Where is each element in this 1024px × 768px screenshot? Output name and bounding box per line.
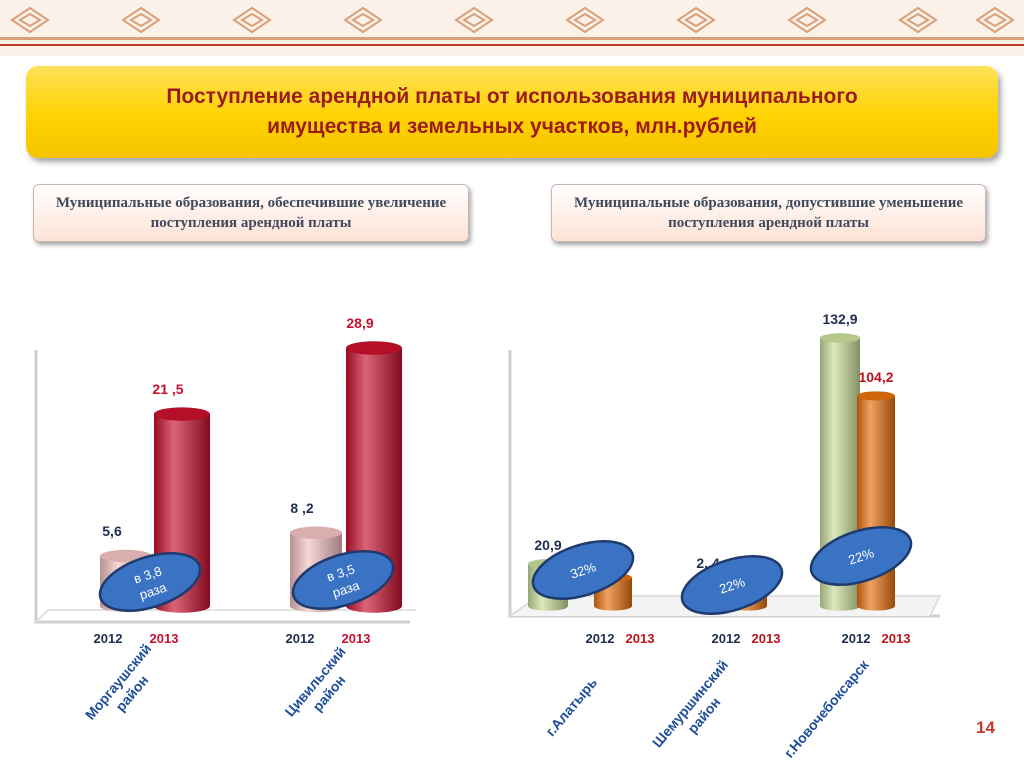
subtitle-right: Муниципальные образования, допустившие у… <box>573 195 964 231</box>
ornament-line <box>0 37 1024 40</box>
value-label-2013-2: 104,2 <box>858 369 893 385</box>
left-axis-floor <box>35 609 416 623</box>
year-label-2013-1: 2013 <box>752 631 781 646</box>
title-box: Поступление арендной платы от использова… <box>26 66 998 158</box>
category-label-0: г.Алатырь <box>542 674 600 739</box>
page-number: 14 <box>976 718 995 737</box>
value-label-2012-2: 132,9 <box>822 311 857 327</box>
year-label-2012-1: 2012 <box>712 631 741 646</box>
value-label-2013-0: 21 ,5 <box>152 381 183 397</box>
percent-badge-2: 22% <box>809 526 913 586</box>
bar-2013-1 <box>346 341 402 613</box>
subtitle-right-box: Муниципальные образования, допустившие у… <box>551 184 986 242</box>
year-label-2013-0: 2013 <box>626 631 655 646</box>
year-label-2013-1: 2013 <box>342 631 371 646</box>
category-label-2: г.Новочебоксарск <box>781 656 873 761</box>
year-label-2012-1: 2012 <box>286 631 315 646</box>
subtitle-left: Муниципальные образования, обеспечившие … <box>55 195 447 231</box>
page-title: Поступление арендной платы от использова… <box>166 85 858 138</box>
ornament-band <box>0 0 1024 56</box>
year-label-2012-2: 2012 <box>842 631 871 646</box>
year-label-2013-0: 2013 <box>150 631 179 646</box>
value-label-2013-1: 28,9 <box>346 315 373 331</box>
ornament-pattern <box>10 6 1014 34</box>
subtitle-left-box: Муниципальные образования, обеспечившие … <box>33 184 469 242</box>
percent-badge-1: 22% <box>680 555 784 615</box>
year-label-2013-2: 2013 <box>882 631 911 646</box>
year-label-2012-0: 2012 <box>94 631 123 646</box>
year-label-2012-0: 2012 <box>586 631 615 646</box>
category-label-1: Шемуршинскийрайон <box>649 657 745 762</box>
value-label-2012-0: 20,9 <box>534 537 561 553</box>
percent-badge-0: 32% <box>531 540 635 600</box>
ornament-line-red <box>0 44 1024 46</box>
value-label-2012-0: 5,6 <box>102 523 122 539</box>
value-label-2012-1: 8 ,2 <box>290 500 314 516</box>
